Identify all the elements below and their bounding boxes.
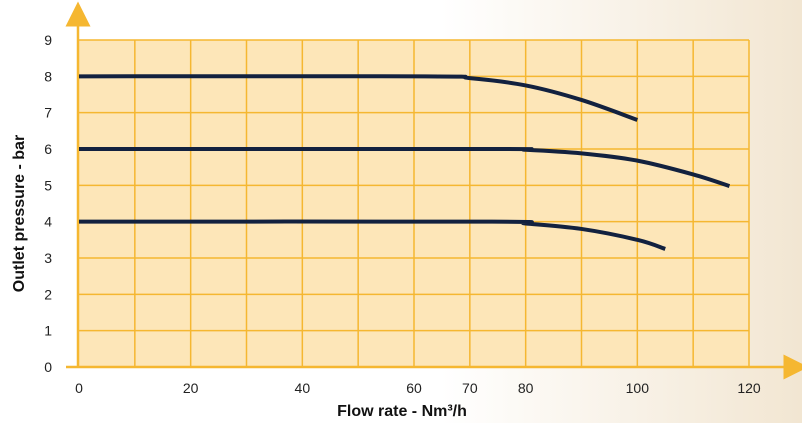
series-line-2 [78,146,731,188]
series-lines [78,74,731,251]
x-axis-title: Flow rate - Nm³/h [337,403,467,420]
x-tick-label: 60 [406,380,422,396]
y-tick-label: 0 [44,359,52,375]
x-tick-label: 120 [737,380,761,396]
y-tick-label: 8 [44,68,52,84]
y-tick-label: 9 [44,32,52,48]
y-tick-label: 3 [44,250,52,266]
y-tick-label: 1 [44,323,52,339]
x-tick-label: 80 [518,380,534,396]
x-tick-label: 40 [295,380,311,396]
x-tick-label: 100 [626,380,650,396]
series-line-1 [78,74,639,122]
y-tick-label: 2 [44,286,52,302]
x-tick-label: 0 [75,380,83,396]
series-line-3 [78,219,666,251]
y-tick-label: 4 [44,214,52,230]
tick-labels: 0 1 2 3 4 5 6 7 8 9 0 20 40 60 70 80 100 120 [44,32,761,396]
axes [65,1,802,380]
x-tick-label: 20 [183,380,199,396]
y-tick-label: 7 [44,105,52,121]
y-axis-title: Outlet pressure - bar [11,135,28,292]
y-tick-label: 5 [44,177,52,193]
y-tick-label: 6 [44,141,52,157]
x-tick-label: 70 [462,380,478,396]
